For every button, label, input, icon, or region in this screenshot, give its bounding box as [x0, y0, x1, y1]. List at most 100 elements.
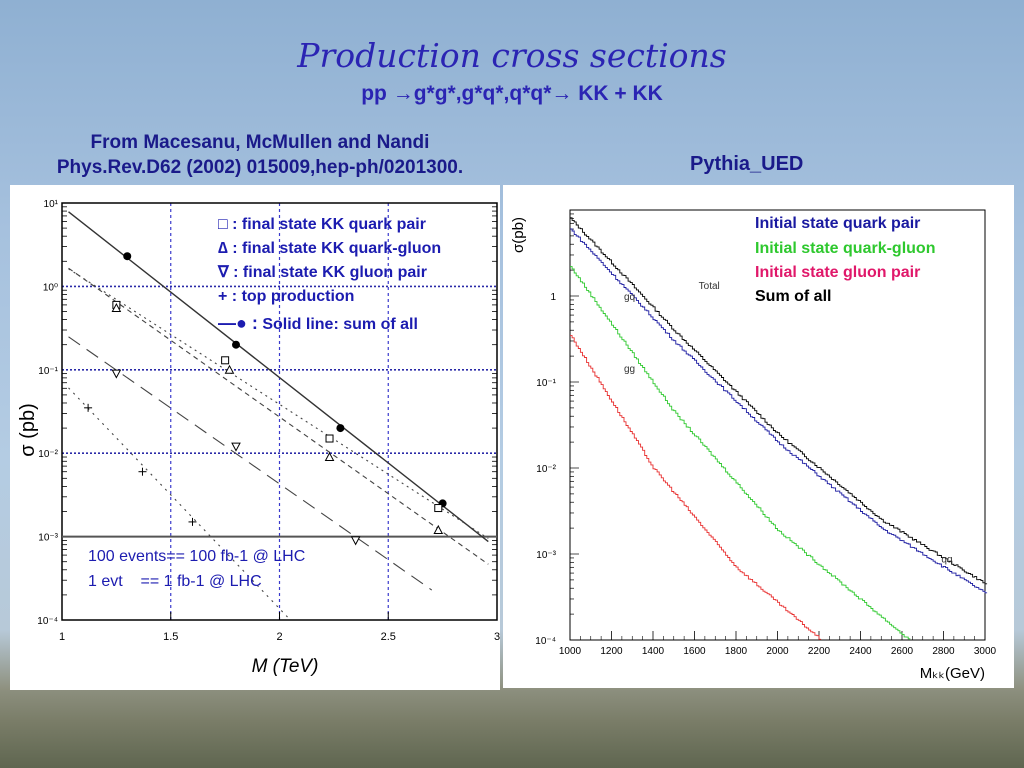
- right-curves: [570, 217, 988, 640]
- left-y-tick-1: 10⁰: [43, 282, 58, 293]
- annotation-1-event: 1 evt == 1 fb-1 @ LHC: [88, 573, 262, 590]
- citation-reference: Phys.Rev.D62 (2002) 015009,hep-ph/020130…: [56, 157, 464, 178]
- right-curve-gg: [570, 335, 822, 640]
- legend-label-sum-of-all: Solid line: sum of all: [262, 316, 418, 333]
- right-x-tick-1400: 1400: [642, 646, 665, 657]
- citation-authors: From Macesanu, McMullen and Nandi: [90, 132, 430, 153]
- left-curve-square: [68, 268, 489, 539]
- marker-square-3: [434, 504, 443, 513]
- legend-label-top-production: : top production: [232, 288, 355, 305]
- legend-sum-of-all: Sum of all: [755, 288, 831, 305]
- left-chart-panel: 1 1.5 2 2.5 3 10¹ 10⁰ 10⁻¹ 10⁻² 10⁻³ 10⁻⁴ M (TeV) …: [10, 185, 500, 690]
- left-curve-inverted-triangle: [68, 336, 433, 591]
- marker-plus-2: [188, 517, 197, 526]
- left-y-tick-4: 10⁻³: [38, 533, 58, 544]
- right-y-axis-label: σ(pb): [510, 217, 527, 253]
- right-x-tick-2600: 2600: [891, 646, 914, 657]
- right-x-tick-2400: 2400: [849, 646, 872, 657]
- right-chart-panel: 1000 1200 1400 1600 1800 2000 2200 2400 2600 2800…: [503, 185, 1014, 688]
- legend-gluon-pair: Initial state gluon pair: [755, 264, 920, 281]
- curve-label-gg: gg: [624, 364, 635, 375]
- right-curve-qq: [570, 228, 988, 594]
- legend-symbol-triangle: ∆: [218, 240, 228, 257]
- left-curve-dot: [68, 211, 489, 543]
- right-curve-labels: Total gq gg qq: [624, 281, 953, 565]
- marker-inverted-triangle-2: [350, 536, 361, 546]
- legend-label-kk-quark-pair: : final state KK quark pair: [232, 216, 426, 233]
- marker-dot-1: [232, 340, 240, 349]
- right-x-tick-1200: 1200: [600, 646, 623, 657]
- left-curve-plus: [68, 387, 291, 621]
- right-x-tick-2000: 2000: [766, 646, 789, 657]
- left-x-axis-label: M (TeV): [252, 656, 319, 677]
- right-y-tick-1: 10⁻¹: [536, 378, 556, 389]
- marker-dot-2: [336, 424, 345, 433]
- left-y-tick-3: 10⁻²: [38, 449, 58, 460]
- left-curves: [68, 211, 489, 621]
- left-markers: [84, 252, 447, 546]
- legend-symbol-inverted-triangle: ∇: [217, 264, 230, 281]
- left-x-tick-2: 2: [276, 631, 282, 643]
- right-x-axis-label: Mₖₖ(GeV): [920, 665, 985, 682]
- left-y-tick-0: 10¹: [44, 199, 59, 210]
- legend-symbol-plus: +: [218, 288, 227, 305]
- left-axes: [61, 202, 498, 621]
- left-y-axis-label: σ (pb): [17, 403, 39, 456]
- left-legend: □ : final state KK quark pair ∆ : final …: [217, 216, 441, 333]
- svg-text:∆ : final state KK quark-gluon: ∆ : final state KK quark-gluon: [218, 240, 441, 257]
- legend-label-kk-gluon-pair: : final state KK gluon pair: [233, 264, 427, 281]
- right-chart: 1000 1200 1400 1600 1800 2000 2200 2400 2600 2800…: [510, 209, 997, 682]
- marker-square-2: [325, 434, 334, 443]
- marker-plus-1: [138, 467, 147, 476]
- right-y-tick-3: 10⁻³: [536, 550, 556, 561]
- slide-subtitle: pp →g*g*,g*q*,q*q*→ KK + KK: [361, 82, 663, 105]
- svg-text:∇ : final state KK gluon pair: ∇ : final state KK gluon pair: [217, 264, 427, 281]
- marker-dot-0: [123, 252, 132, 261]
- right-curve-Total: [570, 217, 988, 585]
- legend-symbol-sum: —● :: [218, 313, 258, 333]
- curve-label-total: Total: [699, 281, 720, 292]
- right-x-tick-1600: 1600: [683, 646, 706, 657]
- right-x-tick-2200: 2200: [808, 646, 831, 657]
- right-y-tick-4: 10⁻⁴: [535, 636, 556, 647]
- right-tick-labels: 1000 1200 1400 1600 1800 2000 2200 2400 2600 2800…: [535, 292, 996, 657]
- curve-label-qq: qq: [941, 554, 952, 565]
- right-y-tick-0: 1: [550, 292, 556, 303]
- curve-label-gq: gq: [624, 292, 635, 303]
- marker-triangle-0: [111, 302, 122, 313]
- right-x-tick-1000: 1000: [559, 646, 582, 657]
- left-curve-triangle: [68, 267, 489, 565]
- left-x-tick-1.5: 1.5: [163, 631, 178, 643]
- slide-title: Production cross sections: [297, 36, 727, 75]
- marker-inverted-triangle-1: [231, 442, 241, 452]
- marker-inverted-triangle-0: [111, 369, 122, 379]
- legend-label-kk-quark-gluon: : final state KK quark-gluon: [232, 240, 441, 257]
- left-x-tick-1: 1: [59, 631, 65, 643]
- right-axes: [569, 209, 986, 641]
- annotation-100-events: 100 events== 100 fb-1 @ LHC: [88, 548, 305, 565]
- legend-quark-gluon: Initial state quark-gluon: [755, 240, 935, 257]
- right-x-tick-3000: 3000: [974, 646, 997, 657]
- right-x-tick-2800: 2800: [932, 646, 955, 657]
- left-x-tick-2.5: 2.5: [381, 631, 396, 643]
- right-legend: Initial state quark pair Initial state q…: [755, 215, 935, 305]
- landscape-background: [0, 690, 1024, 768]
- left-tick-labels: 1 1.5 2 2.5 3 10¹ 10⁰ 10⁻¹ 10⁻² 10⁻³ 10⁻⁴: [37, 199, 500, 643]
- svg-text:—● : Solid line: sum of all: —● : Solid line: sum of all: [218, 313, 418, 333]
- left-y-tick-5: 10⁻⁴: [37, 616, 58, 627]
- right-x-tick-1800: 1800: [725, 646, 748, 657]
- right-source-label: Pythia_UED: [690, 153, 804, 175]
- svg-text:+ : top production: + : top production: [218, 288, 354, 305]
- left-y-tick-2: 10⁻¹: [38, 366, 58, 377]
- legend-quark-pair: Initial state quark pair: [755, 215, 920, 232]
- marker-triangle-1: [224, 364, 235, 374]
- marker-plus-0: [84, 403, 93, 412]
- left-source-citation: From Macesanu, McMullen and Nandi Phys.R…: [10, 130, 510, 180]
- marker-triangle-2: [324, 451, 335, 462]
- marker-square-1: [221, 356, 230, 365]
- svg-text:□ : final state KK quark pair: □ : final state KK quark pair: [218, 216, 426, 233]
- left-grid: [62, 203, 497, 620]
- legend-symbol-square: □: [218, 216, 228, 233]
- right-curve-gq: [570, 266, 911, 640]
